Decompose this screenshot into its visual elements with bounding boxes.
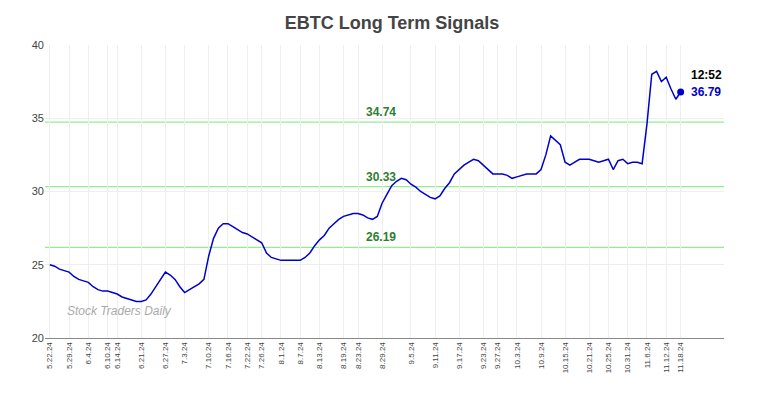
svg-text:11.18.24: 11.18.24 [676, 342, 685, 373]
svg-text:8.1.24: 8.1.24 [277, 342, 286, 365]
svg-text:10.3.24: 10.3.24 [513, 342, 522, 369]
svg-text:6.14.24: 6.14.24 [113, 342, 122, 369]
svg-text:8.13.24: 8.13.24 [315, 342, 324, 369]
svg-text:6.4.24: 6.4.24 [84, 342, 93, 365]
svg-text:11.12.24: 11.12.24 [662, 342, 671, 373]
svg-text:7.16.24: 7.16.24 [224, 342, 233, 369]
svg-text:40: 40 [32, 39, 44, 51]
svg-text:11.6.24: 11.6.24 [643, 342, 652, 369]
svg-text:30: 30 [32, 185, 44, 197]
svg-text:9.27.24: 9.27.24 [493, 342, 502, 369]
svg-text:10.31.24: 10.31.24 [623, 342, 632, 374]
svg-text:10.15.24: 10.15.24 [561, 342, 570, 374]
svg-text:9.23.24: 9.23.24 [479, 342, 488, 369]
svg-text:8.29.24: 8.29.24 [378, 342, 387, 369]
svg-text:Stock Traders Daily: Stock Traders Daily [67, 304, 172, 318]
svg-text:8.19.24: 8.19.24 [339, 342, 348, 369]
svg-text:25: 25 [32, 259, 44, 271]
svg-text:30.33: 30.33 [366, 170, 396, 184]
svg-text:7.10.24: 7.10.24 [204, 342, 213, 369]
svg-text:36.79: 36.79 [691, 85, 721, 99]
svg-text:8.7.24: 8.7.24 [296, 342, 305, 365]
svg-text:7.26.24: 7.26.24 [257, 342, 266, 369]
svg-text:35: 35 [32, 112, 44, 124]
svg-text:10.21.24: 10.21.24 [585, 342, 594, 374]
svg-text:10.25.24: 10.25.24 [604, 342, 613, 374]
svg-text:10.9.24: 10.9.24 [537, 342, 546, 369]
svg-text:9.5.24: 9.5.24 [407, 342, 416, 365]
svg-text:9.11.24: 9.11.24 [431, 342, 440, 369]
svg-text:26.19: 26.19 [366, 230, 396, 244]
svg-text:6.27.24: 6.27.24 [161, 342, 170, 369]
svg-text:EBTC Long Term Signals: EBTC Long Term Signals [285, 13, 500, 33]
svg-text:8.23.24: 8.23.24 [354, 342, 363, 369]
svg-text:34.74: 34.74 [366, 105, 396, 119]
svg-text:7.22.24: 7.22.24 [243, 342, 252, 369]
svg-text:9.17.24: 9.17.24 [455, 342, 464, 369]
svg-text:20: 20 [32, 332, 44, 344]
svg-text:5.29.24: 5.29.24 [65, 342, 74, 369]
svg-text:12:52: 12:52 [691, 68, 722, 82]
svg-text:7.3.24: 7.3.24 [180, 342, 189, 365]
svg-text:6.10.24: 6.10.24 [103, 342, 112, 369]
svg-text:5.22.24: 5.22.24 [45, 342, 54, 369]
svg-text:6.21.24: 6.21.24 [137, 342, 146, 369]
